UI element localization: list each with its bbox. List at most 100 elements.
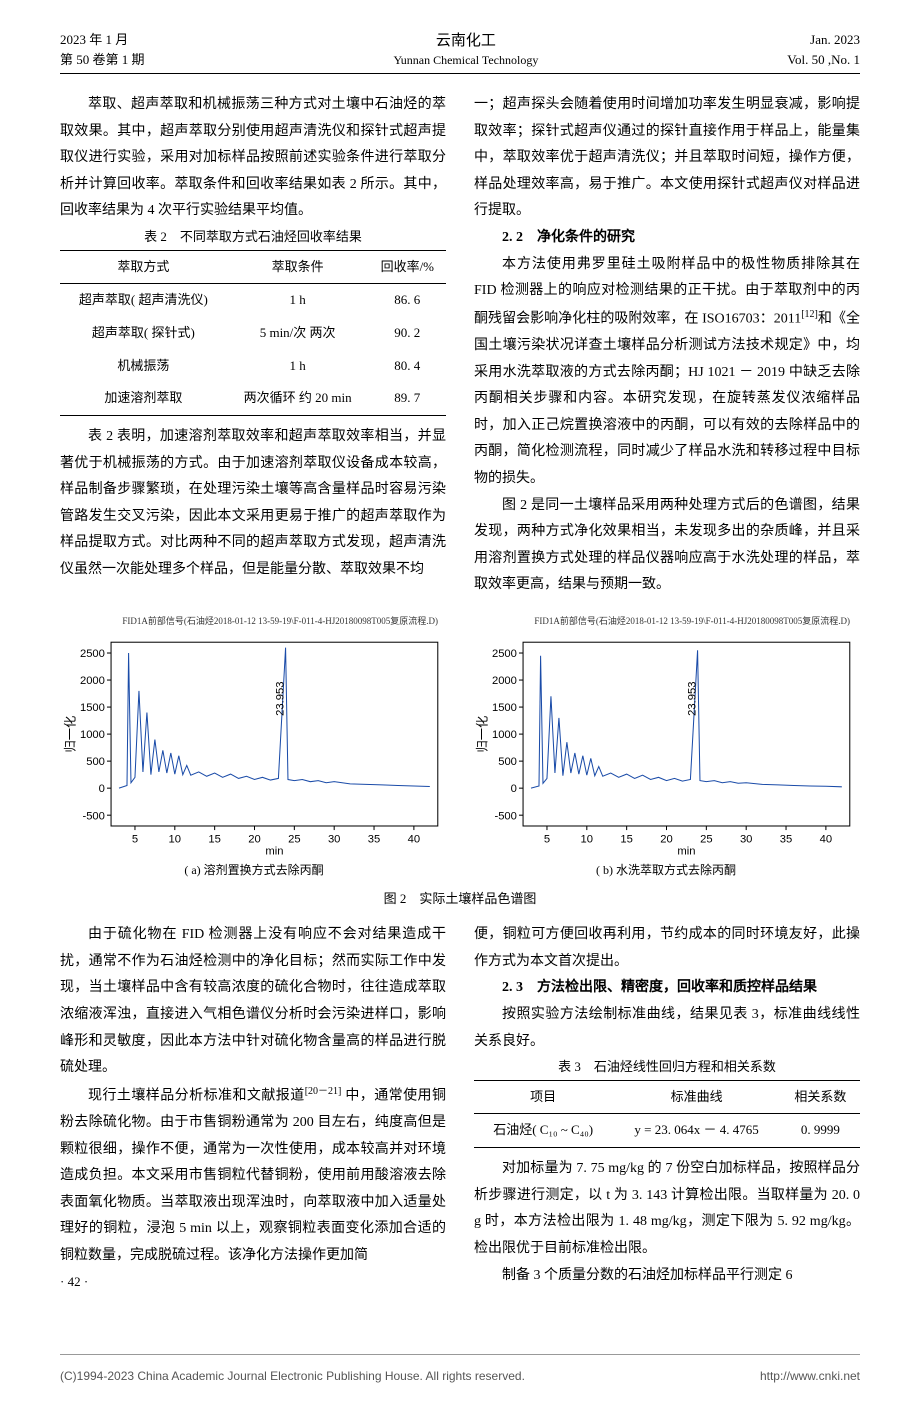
svg-text:15: 15 [620, 833, 632, 845]
svg-text:1500: 1500 [492, 702, 517, 714]
figure-2: FID1A前部信号(石油烃2018-01-12 13-59-19\F-011-4… [60, 613, 860, 912]
table2-caption: 表 2 不同萃取方式石油烃回收率结果 [60, 225, 446, 250]
p4b: 中，通常使用铜粉去除硫化物。由于市售铜粉通常为 200 目左右，纯度高但是颗粒很… [60, 1088, 446, 1263]
table-cell: 90. 2 [369, 317, 446, 350]
header-date-en: Jan. 2023 [787, 30, 860, 50]
para: 本方法使用弗罗里硅土吸附样品中的极性物质排除其在 FID 检测器上的响应对检测结… [474, 252, 860, 493]
chart-b-svg: -50005001000150020002500510152025303540归… [472, 632, 860, 857]
svg-text:1000: 1000 [492, 729, 517, 741]
t3-c1: y = 23. 064x － 4. 4765 [612, 1114, 781, 1148]
table-cell: 80. 4 [369, 350, 446, 383]
table-cell: 5 min/次 两次 [227, 317, 369, 350]
svg-text:25: 25 [288, 833, 300, 845]
table-cell: 超声萃取( 探针式) [60, 317, 227, 350]
p2b: 和《全国土壤污染状况详查土壤样品分析测试方法技术规定》中，均采用水洗萃取液的方式… [474, 311, 860, 486]
svg-text:0: 0 [511, 783, 517, 795]
svg-text:5: 5 [132, 833, 138, 845]
t3-h0: 项目 [474, 1080, 612, 1114]
p4a: 现行土壤样品分析标准和文献报道 [88, 1088, 305, 1103]
para: 图 2 是同一土壤样品采用两种处理方式后的色谱图，结果发现，两种方式净化效果相当… [474, 493, 860, 599]
svg-text:-500: -500 [494, 810, 516, 822]
header-left: 2023 年 1 月 第 50 卷第 1 期 [60, 30, 145, 69]
figure-caption: 图 2 实际土壤样品色谱图 [60, 887, 860, 912]
svg-text:min: min [265, 846, 283, 857]
para: 表 2 表明，加速溶剂萃取效率和超声萃取效率相当，并显著优于机械振荡的方式。由于… [60, 424, 446, 584]
body-columns-lower: 由于硫化物在 FID 检测器上没有响应不会对结果造成干扰，通常不作为石油烃检测中… [60, 922, 860, 1294]
svg-text:23.953: 23.953 [687, 682, 699, 716]
svg-text:10: 10 [169, 833, 181, 845]
table-cell: 89. 7 [369, 382, 446, 415]
t3-h1: 标准曲线 [612, 1080, 781, 1114]
svg-text:归一化: 归一化 [63, 716, 77, 753]
header-center: 云南化工 Yunnan Chemical Technology [393, 31, 538, 69]
svg-text:40: 40 [408, 833, 420, 845]
table-cell: 两次循环 约 20 min [227, 382, 369, 415]
header-right: Jan. 2023 Vol. 50 ,No. 1 [787, 30, 860, 69]
table-cell: 加速溶剂萃取 [60, 382, 227, 415]
table3-block: 表 3 石油烃线性回归方程和相关系数 项目 标准曲线 相关系数 石油烃( C₁₀… [474, 1055, 860, 1148]
svg-text:2500: 2500 [492, 648, 517, 660]
svg-text:30: 30 [328, 833, 340, 845]
svg-text:20: 20 [248, 833, 260, 845]
svg-text:0: 0 [99, 783, 105, 795]
svg-text:25: 25 [700, 833, 712, 845]
svg-text:40: 40 [820, 833, 832, 845]
t2-h0: 萃取方式 [60, 250, 227, 284]
chart-a-sub: ( a) 溶剂置换方式去除丙酮 [60, 859, 448, 882]
page-header: 2023 年 1 月 第 50 卷第 1 期 云南化工 Yunnan Chemi… [60, 30, 860, 74]
t3-c2: 0. 9999 [781, 1114, 860, 1148]
svg-text:15: 15 [208, 833, 220, 845]
journal-en: Yunnan Chemical Technology [393, 52, 538, 69]
section-2-3: 2. 3 方法检出限、精密度，回收率和质控样品结果 [474, 975, 860, 1002]
table3: 项目 标准曲线 相关系数 石油烃( C₁₀ ~ C₄₀) y = 23. 064… [474, 1080, 860, 1148]
table-cell: 86. 6 [369, 284, 446, 317]
chart-b: FID1A前部信号(石油烃2018-01-12 13-59-19\F-011-4… [472, 613, 860, 882]
table-cell: 机械振荡 [60, 350, 227, 383]
header-vol-cn: 第 50 卷第 1 期 [60, 50, 145, 70]
chart-b-title: FID1A前部信号(石油烃2018-01-12 13-59-19\F-011-4… [472, 613, 860, 630]
footer-right: http://www.cnki.net [760, 1365, 860, 1388]
para: 现行土壤样品分析标准和文献报道[20－21] 中，通常使用铜粉去除硫化物。由于市… [60, 1082, 446, 1270]
footer-left: (C)1994-2023 China Academic Journal Elec… [60, 1365, 525, 1388]
para: 对加标量为 7. 75 mg/kg 的 7 份空白加标样品，按照样品分析步骤进行… [474, 1156, 860, 1262]
section-2-2: 2. 2 净化条件的研究 [474, 225, 860, 252]
table-cell: 1 h [227, 284, 369, 317]
para: 由于硫化物在 FID 检测器上没有响应不会对结果造成干扰，通常不作为石油烃检测中… [60, 922, 446, 1082]
svg-text:2000: 2000 [80, 675, 105, 687]
chart-a-svg: -50005001000150020002500510152025303540归… [60, 632, 448, 857]
t2-h2: 回收率/% [369, 250, 446, 284]
para: 萃取、超声萃取和机械振荡三种方式对土壤中石油烃的萃取效果。其中，超声萃取分别使用… [60, 92, 446, 225]
header-vol-en: Vol. 50 ,No. 1 [787, 50, 860, 70]
svg-text:35: 35 [368, 833, 380, 845]
svg-text:23.953: 23.953 [275, 682, 287, 716]
page-footer: (C)1994-2023 China Academic Journal Elec… [60, 1354, 860, 1388]
para: 一；超声探头会随着使用时间增加功率发生明显衰减，影响提取效率；探针式超声仪通过的… [474, 92, 860, 225]
header-date-cn: 2023 年 1 月 [60, 30, 145, 50]
svg-text:20: 20 [660, 833, 672, 845]
svg-text:1500: 1500 [80, 702, 105, 714]
para: 按照实验方法绘制标准曲线，结果见表 3，标准曲线线性关系良好。 [474, 1002, 860, 1055]
svg-text:-500: -500 [82, 810, 104, 822]
t3-h2: 相关系数 [781, 1080, 860, 1114]
svg-text:min: min [677, 846, 695, 857]
svg-text:35: 35 [780, 833, 792, 845]
ref-12: [12] [801, 309, 818, 320]
svg-text:1000: 1000 [80, 729, 105, 741]
page-number: · 42 · [60, 1270, 446, 1295]
svg-text:500: 500 [498, 756, 517, 768]
chart-a: FID1A前部信号(石油烃2018-01-12 13-59-19\F-011-4… [60, 613, 448, 882]
svg-text:归一化: 归一化 [475, 716, 489, 753]
chart-b-sub: ( b) 水洗萃取方式去除丙酮 [472, 859, 860, 882]
t2-h1: 萃取条件 [227, 250, 369, 284]
chart-a-title: FID1A前部信号(石油烃2018-01-12 13-59-19\F-011-4… [60, 613, 448, 630]
table-cell: 1 h [227, 350, 369, 383]
table2-block: 表 2 不同萃取方式石油烃回收率结果 萃取方式 萃取条件 回收率/% 超声萃取(… [60, 225, 446, 416]
table3-caption: 表 3 石油烃线性回归方程和相关系数 [474, 1055, 860, 1080]
body-columns: 萃取、超声萃取和机械振荡三种方式对土壤中石油烃的萃取效果。其中，超声萃取分别使用… [60, 92, 860, 599]
ref-20-21: [20－21] [305, 1086, 342, 1097]
svg-text:500: 500 [86, 756, 105, 768]
svg-text:10: 10 [581, 833, 593, 845]
t3-c0: 石油烃( C₁₀ ~ C₄₀) [474, 1114, 612, 1148]
para: 便，铜粒可方便回收再利用，节约成本的同时环境友好，此操作方式为本文首次提出。 [474, 922, 860, 975]
journal-cn: 云南化工 [393, 31, 538, 52]
